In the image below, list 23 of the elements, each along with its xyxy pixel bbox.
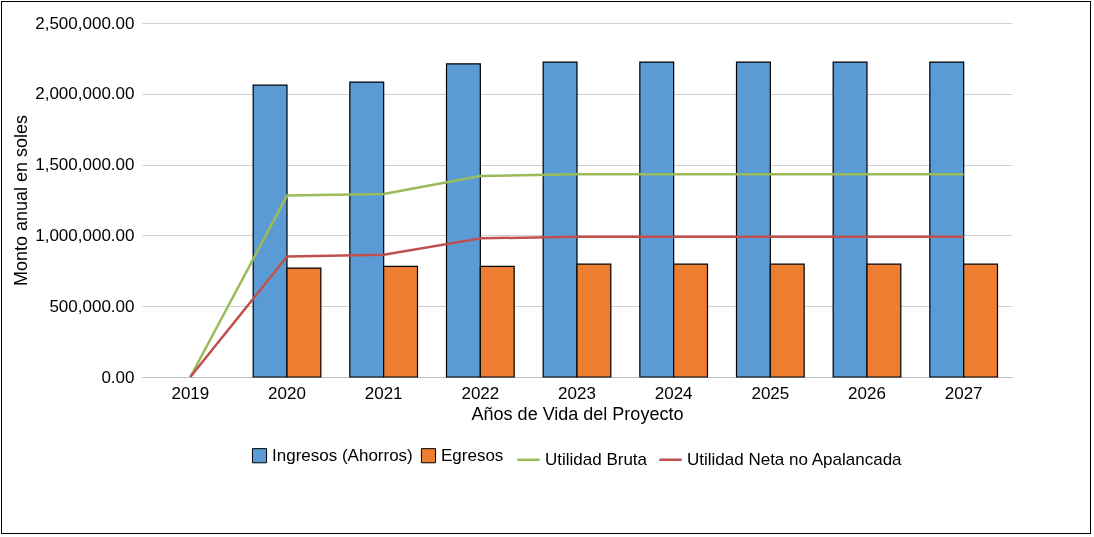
x-tick-label: 2024: [654, 383, 693, 403]
legend-label: Utilidad Bruta: [545, 449, 648, 469]
x-tick-label: 2023: [558, 383, 596, 403]
legend-label: Ingresos (Ahorros): [272, 445, 413, 465]
x-tick-label: 2020: [268, 383, 306, 403]
y-tick-label: 500,000.00: [49, 296, 135, 316]
x-tick-label: 2019: [171, 383, 210, 403]
legend-label: Utilidad Neta no Apalancada: [687, 449, 903, 469]
y-tick-label: 2,000,000.00: [35, 84, 135, 104]
y-tick-label: 2,500,000.00: [35, 13, 135, 33]
line-series: [189, 172, 965, 379]
y-tick-label: 1,000,000.00: [35, 225, 135, 245]
x-tick-label: 2025: [751, 383, 790, 403]
x-tick-label: 2027: [944, 383, 983, 403]
x-tick-label: 2022: [461, 383, 500, 403]
x-axis-title: Años de Vida del Proyecto: [471, 403, 684, 424]
y-axis-title: Monto anual en soles: [11, 114, 32, 287]
y-tick-label: 1,500,000.00: [35, 155, 135, 175]
legend-label: Egresos: [441, 445, 504, 465]
x-tick-label: 2026: [848, 383, 886, 403]
x-tick-label: 2021: [364, 383, 403, 403]
line-series: [189, 235, 965, 379]
y-tick-label: 0.00: [101, 367, 135, 387]
